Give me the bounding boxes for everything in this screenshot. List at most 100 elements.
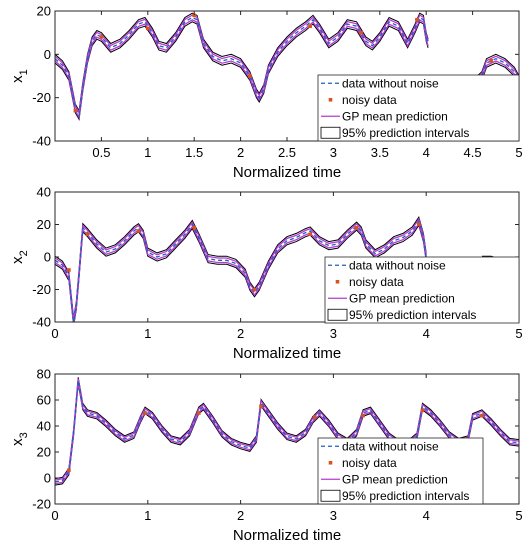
noisy-data-point [252, 287, 257, 292]
legend-label-clean: data without noise [342, 440, 439, 454]
y-tick-label: 20 [37, 4, 51, 19]
noisy-data-point [259, 404, 263, 409]
legend-label-clean: data without noise [349, 259, 446, 273]
y-tick-label: -40 [32, 315, 51, 330]
noisy-data-point [489, 59, 493, 63]
noisy-data-point [143, 411, 147, 415]
clean-data-line [55, 380, 519, 483]
x-tick-label: 4.5 [464, 145, 482, 160]
legend-swatch-band [320, 126, 341, 139]
y-tick-label: 0 [44, 250, 51, 265]
noisy-data-point [192, 225, 196, 230]
x-tick-label: 5 [515, 145, 522, 160]
x-tick-label: 1 [144, 145, 151, 160]
x-tick-label: 5 [515, 508, 522, 523]
noisy-data-point [415, 17, 419, 22]
noisy-data-point [420, 408, 425, 413]
noisy-data-point [416, 222, 421, 227]
legend-label-mean: GP mean prediction [342, 110, 448, 124]
noisy-data-point [73, 108, 78, 113]
x-tick-label: 1 [144, 508, 151, 523]
y-tick-label: 80 [37, 367, 51, 382]
x-tick-label: 3 [330, 145, 337, 160]
legend-label-noisy: noisy data [349, 275, 404, 289]
panel-x1: 0.5 1 1.5 2 2.5 3 3.5 4 4.5 5 -40 -20 0 20 Normalized … [9, 4, 523, 182]
y-tick-label: 0 [44, 47, 51, 62]
legend-label-clean: data without noise [342, 77, 439, 91]
band-lower-line [55, 383, 519, 486]
gp-mean-line [55, 378, 519, 481]
legend-swatch-band [327, 308, 348, 321]
legend-swatch-noisy [328, 460, 333, 465]
y-axis-title: x2 [9, 250, 30, 264]
y-tick-label: 40 [37, 185, 51, 200]
gp-mean-line [55, 14, 429, 115]
legend: data without noise noisy data GP mean pred… [317, 437, 484, 505]
legend-swatch-noisy [335, 279, 340, 284]
x-tick-label: 0 [51, 508, 58, 523]
legend-box [317, 437, 484, 505]
x-tick-label: 0 [51, 326, 58, 341]
x-tick-label: 2.5 [278, 145, 296, 160]
x-tick-label: 2 [237, 508, 244, 523]
y-tick-label: 60 [37, 393, 51, 408]
y-axis-title-base: x [9, 438, 26, 446]
clean-data-line [476, 57, 519, 81]
x-tick-label: 2 [237, 326, 244, 341]
x-tick-label: 4 [423, 326, 430, 341]
legend-label-band: 95% prediction intervals [342, 126, 469, 140]
y-axis-title: x1 [9, 69, 30, 83]
y-axis-title-base: x [9, 75, 26, 83]
noisy-data-point [354, 225, 359, 230]
y-axis-title-subscript: 1 [18, 69, 30, 75]
legend-label-noisy: noisy data [342, 456, 397, 470]
x-axis-title: Normalized time [233, 345, 341, 362]
axes-box [54, 373, 520, 505]
legend-swatch-noisy [328, 97, 333, 102]
legend-label-noisy: noisy data [342, 93, 397, 107]
y-tick-label: 0 [44, 471, 51, 486]
legend: data without noise noisy data GP mean pred… [324, 256, 520, 324]
y-axis-title: x3 [9, 432, 30, 446]
x-tick-label: 1 [144, 326, 151, 341]
x-tick-label: 4 [423, 508, 430, 523]
noisy-data-point [99, 35, 104, 39]
band-lower-line [55, 21, 429, 121]
x-tick-label: 1.5 [185, 145, 203, 160]
noisy-data-point [192, 13, 196, 18]
x-tick-label: 2 [237, 145, 244, 160]
y-tick-label: 20 [37, 217, 51, 232]
x-tick-label: 3 [330, 508, 337, 523]
gp-mean-line [55, 382, 519, 485]
noisy-data-point [146, 26, 150, 31]
y-axis-title-subscript: 2 [18, 250, 30, 256]
y-tick-label: -20 [32, 497, 51, 512]
x-tick-label: 3 [330, 326, 337, 341]
y-tick-label: -20 [32, 90, 51, 105]
y-tick-label: 40 [37, 419, 51, 434]
noisy-data-point [480, 413, 484, 418]
legend-label-band: 95% prediction intervals [349, 308, 476, 322]
noisy-data-point [136, 229, 141, 233]
plot-content [55, 12, 519, 121]
noisy-data-point [359, 30, 364, 35]
legend-swatch-band [320, 489, 341, 502]
x-tick-label: 4 [423, 145, 430, 160]
gp-mean-line [55, 217, 427, 320]
y-axis-title-base: x [9, 256, 26, 264]
noisy-data-point [361, 413, 365, 418]
legend-label-mean: GP mean prediction [342, 473, 448, 487]
band-upper-line [55, 12, 429, 113]
y-axis-title-subscript: 3 [18, 432, 30, 438]
noisy-data-point [67, 468, 71, 472]
x-tick-label: 3.5 [371, 145, 389, 160]
band-upper-line [55, 377, 519, 480]
noisy-data-point [308, 24, 312, 28]
gp-mean-line [55, 221, 427, 322]
noisy-data-point [67, 268, 71, 272]
y-tick-label: -20 [32, 282, 51, 297]
legend-box [317, 74, 520, 142]
